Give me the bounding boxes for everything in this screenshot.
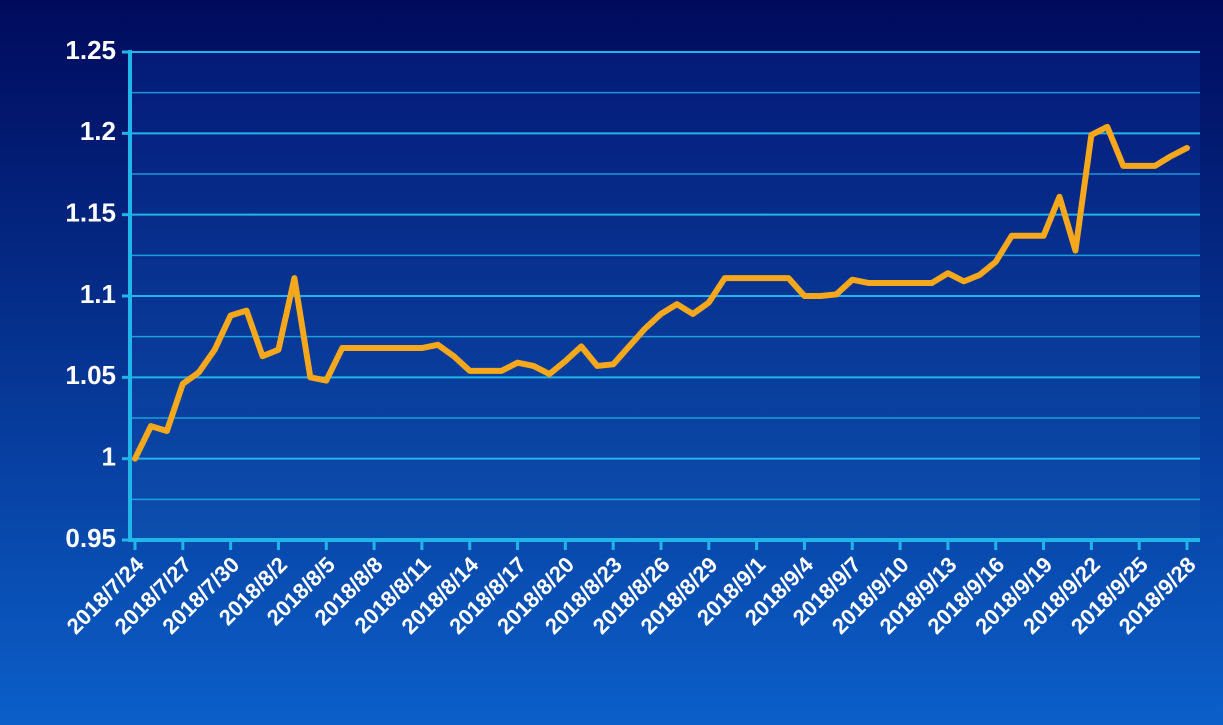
y-tick-label: 1.05 xyxy=(65,360,116,390)
y-tick-label: 1.15 xyxy=(65,198,116,228)
y-tick-label: 1.2 xyxy=(80,116,116,146)
data-line xyxy=(132,123,1190,462)
y-tick-label: 1.25 xyxy=(65,35,116,65)
y-tick-label: 0.95 xyxy=(65,523,116,553)
y-tick-label: 1 xyxy=(102,442,116,472)
y-tick-label: 1.1 xyxy=(80,279,116,309)
